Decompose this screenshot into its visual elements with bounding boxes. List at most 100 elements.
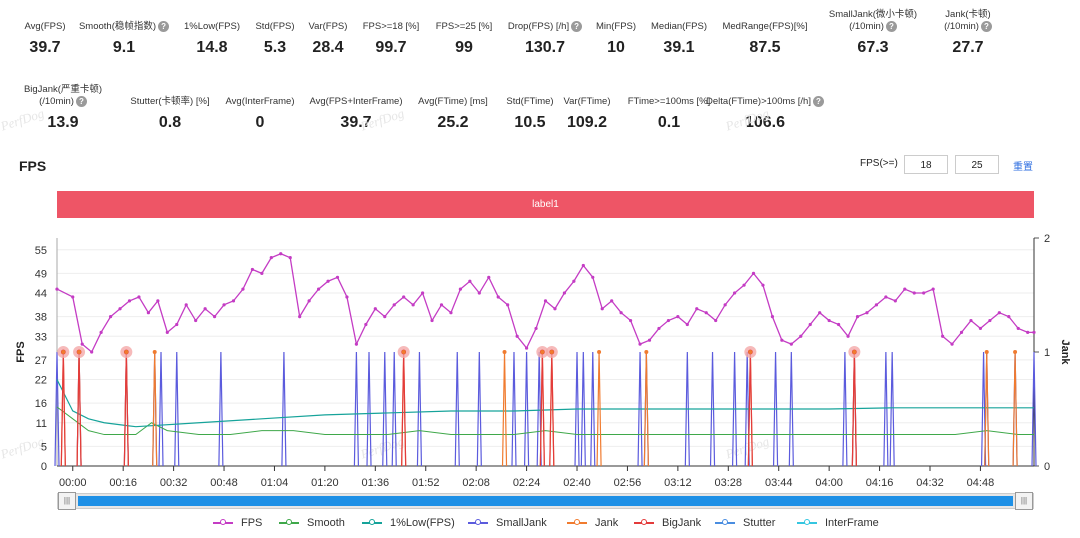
legend-item-bigjank[interactable]: BigJank — [634, 517, 701, 529]
metric-label: Jank(卡顿) — [945, 9, 991, 20]
y-tick-label-left: 16 — [35, 398, 47, 410]
line-smooth — [56, 406, 1034, 436]
metric-value: 99.7 — [375, 39, 407, 56]
chart-legend: FPS Smooth 1%Low(FPS) SmallJank Jank BigJank S… — [0, 517, 1080, 535]
fps-point — [279, 252, 283, 256]
metric-label: MedRange(FPS)[%] — [722, 21, 808, 32]
metric-value: 9.1 — [112, 39, 136, 57]
legend-label: InterFrame — [825, 517, 879, 529]
threshold-input-2[interactable]: 25 — [955, 155, 999, 174]
spike-smalljank — [772, 351, 779, 467]
fps-point — [941, 334, 945, 338]
metric-value: 0.1 — [657, 114, 681, 131]
fps-point — [912, 291, 916, 295]
y-tick-label-left: 33 — [35, 331, 47, 343]
fps-point — [326, 279, 330, 283]
metric-row2-7: FTime>=100ms [%] 0.1 — [599, 96, 739, 132]
fps-point — [761, 283, 765, 287]
metric-label: Var(FTime) — [563, 96, 611, 107]
x-tick-label: 02:40 — [563, 477, 591, 489]
legend-swatch — [468, 519, 488, 526]
jank-marker — [152, 350, 157, 354]
metric-label: Std(FTime) — [506, 96, 554, 107]
spike-smalljank — [511, 351, 517, 467]
metric-row1-4: Var(FPS) 28.4 — [258, 21, 398, 57]
fps-point — [572, 279, 576, 283]
jank-marker — [124, 350, 129, 354]
legend-item-smalljank[interactable]: SmallJank — [468, 517, 547, 529]
x-tick-label: 03:44 — [765, 477, 793, 489]
help-icon[interactable]: ? — [812, 96, 824, 107]
fps-point — [988, 318, 992, 323]
metric-label: SmallJank(微小卡顿) — [828, 9, 918, 20]
legend-item-stutter[interactable]: Stutter — [715, 517, 775, 529]
legend-label: Jank — [595, 517, 619, 529]
metric-row1-11: SmallJank(微小卡顿) (/10min)? 67.3 — [803, 9, 943, 57]
fps-point — [212, 315, 217, 319]
spike-smalljank — [366, 351, 372, 467]
y-axis-title-right: Jank — [1059, 339, 1071, 365]
jank-marker — [748, 350, 753, 354]
metric-row2-1: Stutter(卡顿率) [%] 0.8 — [100, 96, 240, 132]
fps-point — [175, 322, 179, 327]
fps-point — [80, 342, 84, 346]
fps-point — [250, 267, 254, 272]
metric-value: 10.5 — [514, 114, 546, 131]
x-tick-label: 04:32 — [916, 477, 944, 489]
metric-value: 109.2 — [566, 114, 608, 131]
metric-row2-3: Avg(FPS+InterFrame) 39.7 — [286, 96, 426, 132]
metric-value: 13.9 — [47, 114, 79, 132]
label-bar[interactable]: label1 — [57, 191, 1034, 218]
fps-point — [837, 322, 841, 327]
fps-point — [316, 287, 321, 291]
help-icon[interactable]: ? — [158, 21, 170, 32]
help-icon[interactable]: ? — [571, 21, 583, 32]
fps-point — [1016, 326, 1020, 331]
legend-item-fps[interactable]: FPS — [213, 517, 262, 529]
fps-point — [420, 291, 425, 295]
slider-selection[interactable] — [78, 496, 1013, 506]
threshold-label: FPS(>=) — [860, 158, 898, 169]
metric-label: Var(FPS) — [308, 21, 348, 32]
fps-point — [732, 291, 737, 295]
legend-item-smooth[interactable]: Smooth — [279, 517, 345, 529]
metric-label: FPS>=25 [%] — [435, 21, 493, 32]
metric-row1-5: FPS>=18 [%] 99.7 — [321, 21, 461, 57]
time-range-slider[interactable]: ||| ||| — [57, 492, 1034, 510]
help-icon[interactable]: ? — [885, 21, 897, 32]
fps-point — [553, 307, 557, 311]
spike-smalljank — [353, 351, 360, 467]
slider-left-handle[interactable]: ||| — [58, 492, 76, 510]
spike-bigjank — [60, 351, 66, 467]
fps-point — [855, 315, 860, 319]
legend-item-interframe[interactable]: InterFrame — [797, 517, 879, 529]
fps-point — [619, 311, 623, 315]
jank-marker — [77, 350, 82, 354]
line-1lowfps — [56, 379, 1034, 428]
legend-label: BigJank — [662, 517, 702, 529]
metric-value: 39.7 — [29, 39, 61, 56]
slider-right-handle[interactable]: ||| — [1015, 492, 1033, 510]
x-tick-label: 00:32 — [160, 477, 188, 489]
fps-point — [1026, 330, 1030, 334]
help-icon[interactable]: ? — [75, 96, 87, 107]
fps-point — [543, 299, 548, 303]
legend-item-jank[interactable]: Jank — [567, 517, 618, 529]
fps-point — [55, 287, 59, 291]
legend-item-1lowfps[interactable]: 1%Low(FPS) — [362, 517, 455, 529]
x-tick-label: 01:52 — [412, 477, 440, 489]
fps-point — [884, 295, 888, 299]
fps-point — [269, 256, 273, 260]
threshold-input-1[interactable]: 18 — [904, 155, 948, 174]
x-tick-label: 04:00 — [815, 477, 843, 489]
metric-label: FTime>=100ms [%] — [627, 96, 711, 107]
fps-point — [156, 299, 160, 303]
help-icon[interactable]: ? — [980, 21, 992, 32]
legend-label: SmallJank — [496, 517, 547, 529]
spike-smalljank — [709, 351, 716, 467]
fps-point — [71, 295, 75, 299]
reset-link[interactable]: 重置 — [1013, 162, 1033, 173]
spike-smalljank — [218, 351, 224, 467]
fps-point — [335, 275, 340, 279]
fps-point — [496, 295, 500, 299]
